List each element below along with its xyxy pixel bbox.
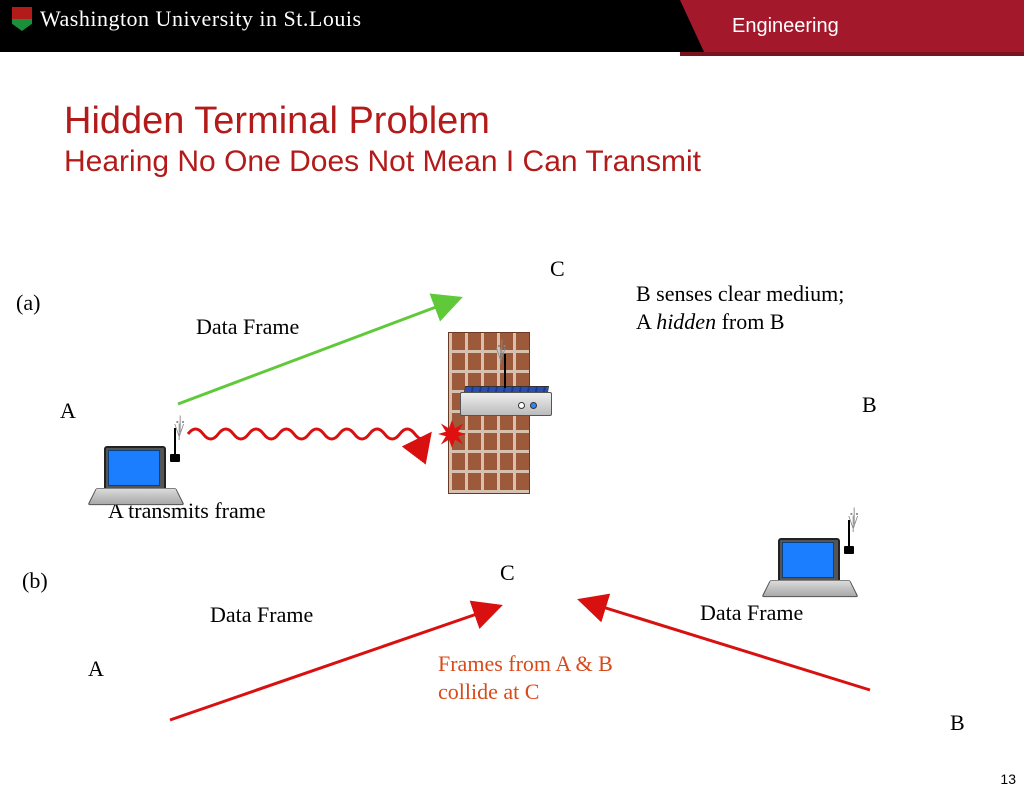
department-label: Engineering [732, 15, 839, 38]
b-senses-2a: A [636, 309, 656, 334]
arrow-a-wave-red [188, 429, 430, 439]
collide-line2: collide at C [438, 678, 613, 706]
collide-text: Frames from A & B collide at C [438, 650, 613, 706]
b-senses-2b: hidden [656, 309, 716, 334]
b-senses-line1: B senses clear medium; [636, 281, 844, 306]
data-frame-b2-label: Data Frame [700, 600, 803, 626]
tab-slant [680, 0, 704, 52]
title-main: Hidden Terminal Problem [64, 100, 701, 143]
university-logo: Washington University in St.Louis [12, 6, 362, 32]
node-b1-label: B [862, 392, 877, 418]
laptop-a1-icon: ·|·\|/ [96, 446, 174, 508]
university-name: Washington University in St.Louis [40, 6, 362, 32]
router-c1-icon: ·|·\|/ [460, 382, 550, 418]
shield-icon [12, 7, 32, 31]
node-b2-label: B [950, 710, 965, 736]
header-underbar [0, 42, 704, 52]
node-c2-label: C [500, 560, 515, 586]
collide-line1: Frames from A & B [438, 650, 613, 678]
scenario-a-label: (a) [16, 290, 40, 316]
department-underbar [680, 52, 1024, 56]
laptop-b1-icon: ·|·\|/ [770, 538, 848, 600]
node-a1-label: A [60, 398, 76, 424]
title-area: Hidden Terminal Problem Hearing No One D… [64, 100, 701, 179]
data-frame-a1-label: Data Frame [196, 314, 299, 340]
department-tab: Engineering [704, 0, 1024, 52]
scenario-b-label: (b) [22, 568, 48, 594]
data-frame-b1-label: Data Frame [210, 602, 313, 628]
node-a2-label: A [88, 656, 104, 682]
b-senses-text: B senses clear medium; A hidden from B [636, 280, 844, 336]
b-senses-2c: from B [716, 309, 784, 334]
page-number: 13 [1000, 771, 1016, 787]
title-sub: Hearing No One Does Not Mean I Can Trans… [64, 145, 701, 179]
node-c1-label: C [550, 256, 565, 282]
